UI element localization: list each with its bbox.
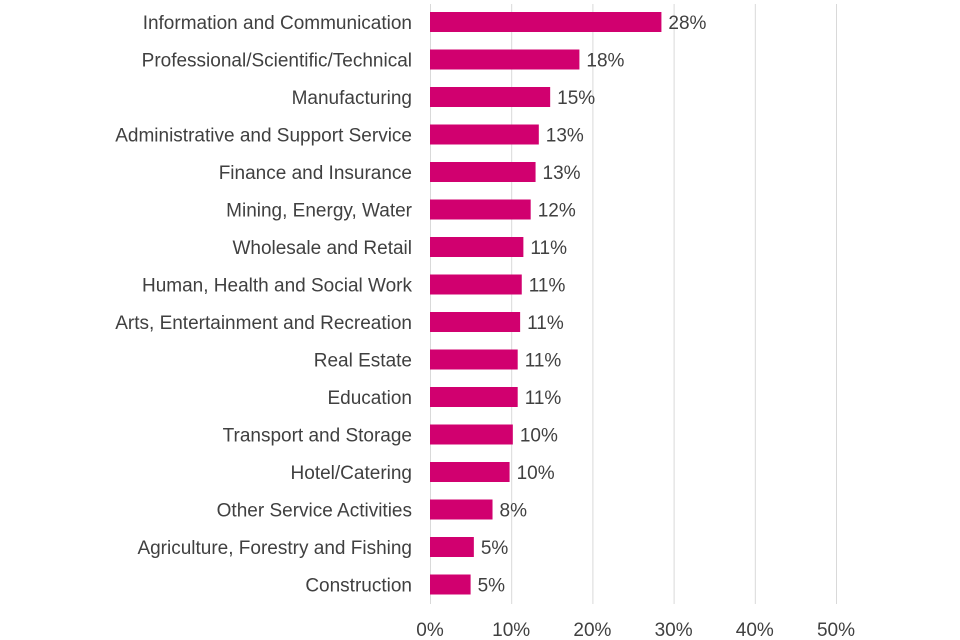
category-labels: Information and Communication Professiona… <box>115 13 412 597</box>
value-label: 11% <box>525 351 562 372</box>
value-label: 18% <box>586 51 624 72</box>
bar <box>430 49 580 70</box>
category-label: Manufacturing <box>292 88 412 109</box>
category-label: Wholesale and Retail <box>232 238 412 259</box>
bar <box>430 162 536 182</box>
bar <box>430 87 551 107</box>
value-labels: 28% 18% 15% 13% 13% 12% 11% 11% 11% 11% 11% 10% 10% 8… <box>478 13 707 597</box>
value-label: 8% <box>500 501 528 522</box>
value-label: 10% <box>517 463 555 484</box>
value-label: 13% <box>543 163 581 184</box>
category-label: Agriculture, Forestry and Fishing <box>137 538 412 559</box>
bar <box>430 12 662 32</box>
bar <box>430 574 471 595</box>
category-label: Hotel/Catering <box>291 463 412 484</box>
x-tick-label: 30% <box>655 620 693 640</box>
x-tick-label: 50% <box>817 620 855 640</box>
value-label: 12% <box>538 201 576 222</box>
value-label: 13% <box>546 126 584 147</box>
value-label: 5% <box>481 538 509 559</box>
value-label: 11% <box>530 238 567 259</box>
category-label: Mining, Energy, Water <box>226 201 413 222</box>
category-label: Human, Health and Social Work <box>142 276 412 297</box>
bars <box>430 12 662 595</box>
value-label: 10% <box>520 426 558 447</box>
category-label: Construction <box>305 576 412 597</box>
category-label: Finance and Insurance <box>219 163 412 184</box>
value-label: 11% <box>527 313 564 334</box>
value-label: 28% <box>668 13 706 34</box>
bar <box>430 124 539 145</box>
category-label: Administrative and Support Service <box>115 126 412 147</box>
x-tick-label: 20% <box>573 620 611 640</box>
bar <box>430 199 531 220</box>
value-label: 5% <box>478 576 506 597</box>
x-tick-label: 10% <box>492 620 530 640</box>
bar <box>430 237 524 257</box>
bar <box>430 537 474 557</box>
category-label: Arts, Entertainment and Recreation <box>115 313 412 334</box>
bar <box>430 499 493 520</box>
category-label: Information and Communication <box>143 13 412 34</box>
value-label: 11% <box>529 276 566 297</box>
category-label: Education <box>327 388 412 409</box>
bar <box>430 312 521 332</box>
x-tick-label: 0% <box>416 620 444 640</box>
bar <box>430 462 510 482</box>
value-label: 11% <box>525 388 562 409</box>
bar <box>430 424 513 445</box>
category-label: Professional/Scientific/Technical <box>142 51 412 72</box>
category-label: Other Service Activities <box>217 501 412 522</box>
category-label: Transport and Storage <box>223 426 412 447</box>
bar <box>430 274 522 295</box>
bar <box>430 349 518 370</box>
x-tick-label: 40% <box>736 620 774 640</box>
x-axis-ticks: 0% 10% 20% 30% 40% 50% <box>416 620 855 640</box>
bar <box>430 387 518 407</box>
value-label: 15% <box>557 88 595 109</box>
category-label: Real Estate <box>314 351 412 372</box>
